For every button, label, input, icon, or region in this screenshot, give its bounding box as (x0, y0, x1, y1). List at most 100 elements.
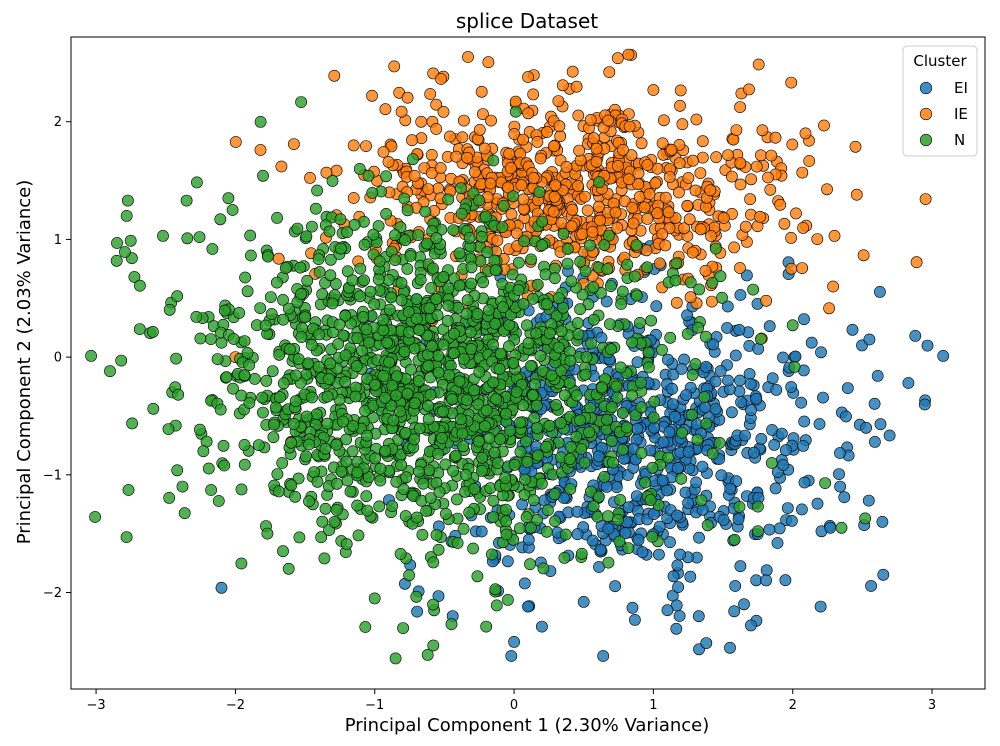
point-ei (834, 480, 846, 493)
point-n (398, 192, 411, 205)
point-n (362, 169, 375, 182)
point-ie (555, 216, 568, 229)
point-ie (572, 180, 584, 192)
point-n (126, 417, 139, 430)
point-n (755, 333, 767, 345)
point-n (339, 309, 352, 322)
point-n (372, 273, 385, 286)
point-n (424, 492, 437, 504)
point-n (465, 261, 478, 274)
point-n (611, 391, 624, 404)
point-n (330, 503, 343, 516)
point-ie (673, 186, 685, 199)
point-n (714, 270, 727, 283)
point-n (616, 443, 629, 456)
point-n (529, 378, 541, 391)
point-ie (534, 152, 547, 165)
point-ie (656, 137, 669, 150)
point-n (291, 222, 304, 235)
point-ie (710, 151, 723, 164)
point-n (537, 562, 550, 575)
point-ie (694, 167, 707, 179)
point-n (548, 488, 561, 501)
point-n (111, 237, 123, 249)
point-n (545, 369, 558, 382)
point-n (543, 327, 556, 340)
point-ie (821, 183, 833, 196)
point-n (277, 377, 290, 390)
point-n (614, 493, 627, 506)
point-ie (522, 107, 535, 120)
point-ei (755, 432, 768, 445)
point-n (276, 457, 289, 469)
point-n (430, 529, 443, 541)
point-n (287, 418, 300, 430)
point-n (383, 356, 396, 369)
point-n (361, 504, 374, 517)
point-n (473, 194, 485, 207)
point-n (490, 599, 503, 612)
point-ie (823, 302, 835, 315)
point-ie (388, 60, 401, 73)
point-ie (408, 169, 421, 182)
point-n (285, 436, 298, 449)
point-ie (482, 56, 495, 69)
point-ie (508, 128, 521, 140)
point-n (477, 276, 489, 289)
point-n (104, 365, 116, 378)
point-n (479, 210, 492, 223)
point-ie (304, 171, 316, 184)
point-ie (762, 171, 774, 184)
point-n (292, 472, 305, 485)
point-n (604, 318, 616, 330)
point-ie (275, 160, 288, 173)
point-n (642, 346, 655, 359)
point-ie (517, 133, 529, 146)
point-ie (503, 147, 516, 160)
point-ei (874, 418, 887, 431)
point-n (786, 319, 799, 332)
point-ei (733, 323, 746, 336)
x-tick-label: −3 (86, 698, 105, 713)
point-ei (631, 422, 644, 435)
point-ie (632, 167, 645, 180)
point-n (578, 456, 591, 469)
point-n (292, 353, 305, 365)
point-ie (674, 99, 686, 112)
point-ie (659, 239, 672, 252)
point-ei (760, 564, 773, 577)
point-n (394, 405, 407, 418)
point-ei (672, 581, 684, 593)
point-n (382, 273, 395, 286)
point-ei (505, 650, 518, 662)
point-n (448, 327, 460, 340)
point-n (532, 449, 544, 462)
point-ie (504, 162, 517, 174)
point-ei (709, 375, 722, 388)
point-ei (629, 614, 641, 626)
point-ie (531, 135, 544, 148)
point-ei (789, 350, 802, 363)
point-ie (560, 160, 573, 173)
point-n (270, 276, 283, 289)
point-n (431, 309, 444, 322)
point-n (374, 462, 387, 475)
point-ei (786, 515, 798, 527)
point-ie (706, 295, 718, 308)
point-n (403, 569, 415, 582)
point-ei (680, 389, 693, 401)
point-ei (661, 484, 673, 497)
point-n (670, 257, 683, 270)
point-ei (811, 497, 824, 510)
point-n (330, 438, 343, 451)
point-ie (435, 73, 447, 85)
point-n (521, 456, 534, 468)
point-n (401, 387, 414, 400)
point-n (500, 503, 512, 516)
point-n (427, 639, 440, 652)
point-n (389, 229, 401, 242)
point-ei (902, 377, 915, 389)
point-n (524, 360, 537, 372)
point-n (701, 519, 714, 532)
point-n (527, 389, 539, 402)
